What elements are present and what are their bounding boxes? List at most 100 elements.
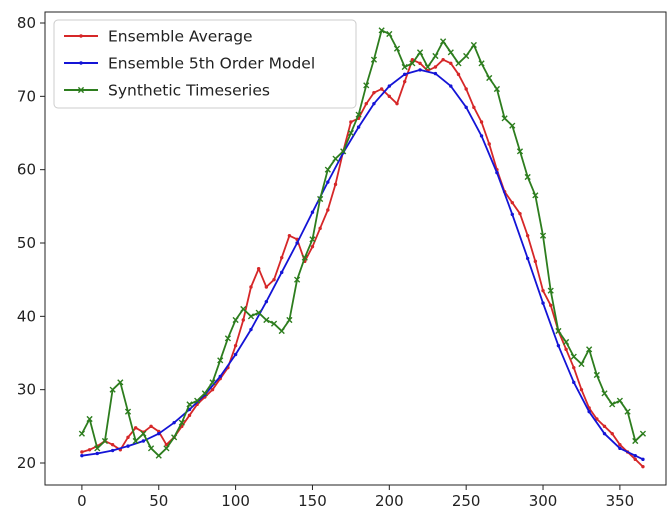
data-point — [479, 120, 484, 124]
data-point — [602, 431, 607, 436]
data-point — [509, 122, 516, 129]
legend-item: Ensemble Average — [64, 28, 253, 46]
data-point — [210, 387, 215, 392]
data-point — [264, 285, 269, 289]
data-point — [109, 386, 116, 393]
x-tick-label: 250 — [452, 492, 481, 510]
data-point — [572, 365, 576, 370]
data-point — [525, 233, 530, 238]
data-point — [363, 82, 370, 89]
y-tick-label: 20 — [17, 454, 36, 472]
data-point — [370, 56, 378, 63]
data-point — [157, 431, 161, 436]
data-point — [326, 208, 330, 212]
data-point — [609, 401, 616, 408]
data-point — [80, 450, 84, 454]
data-point — [633, 453, 637, 458]
data-point — [570, 353, 577, 360]
data-point — [418, 68, 422, 72]
legend: Ensemble Average Ensemble 5th Order Model… — [53, 19, 357, 109]
data-point — [456, 72, 461, 77]
data-point — [556, 343, 561, 348]
data-point — [310, 244, 315, 249]
data-point — [516, 148, 524, 155]
data-point — [386, 30, 393, 38]
data-point — [187, 413, 192, 418]
data-point — [318, 226, 322, 231]
data-point — [549, 303, 553, 308]
data-point — [249, 327, 253, 332]
data-point — [280, 255, 284, 260]
data-point — [317, 195, 324, 203]
data-point — [155, 452, 162, 459]
data-point — [326, 180, 330, 184]
data-point — [255, 309, 262, 316]
data-point — [639, 430, 647, 437]
data-point — [87, 448, 92, 452]
series-line-2 — [81, 29, 644, 457]
x-tick-label: 350 — [606, 492, 635, 510]
data-point — [464, 105, 468, 110]
data-point — [110, 448, 115, 453]
data-point — [541, 288, 545, 293]
data-point — [525, 256, 530, 261]
data-point — [618, 442, 622, 447]
data-point — [333, 182, 338, 187]
data-point — [424, 63, 431, 71]
data-point — [94, 445, 101, 452]
data-point — [280, 270, 284, 275]
data-point — [441, 57, 445, 62]
data-point — [464, 87, 468, 91]
y-tick-label: 80 — [17, 14, 36, 32]
data-point — [264, 299, 269, 304]
data-point — [95, 451, 99, 456]
data-point — [416, 49, 424, 56]
data-point — [539, 232, 547, 239]
data-point — [324, 166, 331, 173]
data-point — [233, 352, 238, 357]
data-point — [433, 71, 438, 76]
data-point — [378, 27, 385, 34]
legend-label: Ensemble 5th Order Model — [108, 55, 315, 73]
data-point — [493, 85, 501, 93]
x-tick-label: 300 — [529, 492, 558, 510]
data-point — [501, 115, 508, 122]
legend-item: Synthetic Timeseries — [64, 82, 270, 100]
data-point — [224, 335, 232, 342]
data-point — [293, 276, 301, 283]
data-point — [641, 457, 645, 462]
data-point — [463, 52, 470, 60]
data-point — [555, 327, 562, 335]
data-point — [455, 60, 462, 67]
data-point — [433, 65, 438, 69]
legend-marker — [77, 86, 85, 94]
data-point — [287, 233, 292, 238]
data-point — [110, 442, 115, 447]
data-point — [278, 327, 285, 335]
axes-layer: 0 50 100 150 200 250 300 350 20 30 40 50 60 70 80 — [17, 14, 634, 510]
data-point — [564, 347, 568, 352]
legend-label: Ensemble Average — [108, 28, 253, 46]
series-layer — [78, 27, 647, 469]
data-point — [579, 387, 584, 392]
data-point — [295, 241, 299, 245]
data-point — [372, 101, 376, 106]
data-point — [641, 464, 645, 469]
data-point — [533, 259, 538, 264]
data-point — [310, 210, 315, 214]
data-point — [624, 408, 631, 415]
data-point — [178, 419, 185, 426]
data-point — [470, 41, 477, 49]
data-point — [402, 72, 407, 77]
data-point — [141, 439, 146, 443]
data-point — [510, 200, 514, 205]
data-point — [301, 254, 308, 261]
data-point — [379, 87, 384, 91]
data-point — [587, 409, 591, 414]
data-point — [340, 148, 347, 155]
data-point — [332, 155, 339, 162]
data-point — [286, 316, 293, 324]
data-point — [402, 79, 407, 84]
data-point — [449, 84, 453, 88]
